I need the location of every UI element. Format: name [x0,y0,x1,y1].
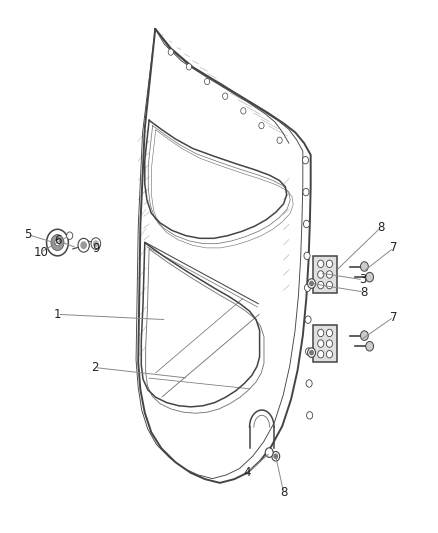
Circle shape [307,411,313,419]
Text: 4: 4 [244,466,251,479]
Text: 6: 6 [55,235,62,247]
Circle shape [318,351,324,358]
Circle shape [326,281,332,289]
Circle shape [366,342,374,351]
Circle shape [326,351,332,358]
Circle shape [186,63,191,70]
Circle shape [78,238,89,252]
Circle shape [277,137,282,143]
Circle shape [326,329,332,337]
Text: 3: 3 [360,273,367,286]
Circle shape [366,272,374,282]
Text: 10: 10 [33,246,48,259]
Circle shape [302,157,308,164]
Text: 8: 8 [360,286,367,298]
Circle shape [259,123,264,129]
Text: 8: 8 [377,221,384,234]
Circle shape [205,78,210,85]
Text: 7: 7 [390,311,397,324]
Text: 5: 5 [24,228,32,241]
Circle shape [318,271,324,278]
Circle shape [305,316,311,324]
Circle shape [326,340,332,348]
Text: 9: 9 [92,242,99,255]
Circle shape [67,232,73,239]
Text: 2: 2 [91,361,98,374]
FancyBboxPatch shape [313,256,337,293]
Circle shape [51,235,64,251]
Circle shape [272,451,280,461]
Circle shape [318,329,324,337]
Circle shape [55,239,60,246]
Circle shape [307,279,315,288]
Circle shape [265,448,273,457]
Circle shape [318,260,324,268]
Circle shape [318,281,324,289]
Circle shape [304,284,311,292]
Text: 8: 8 [280,486,287,499]
Circle shape [91,238,101,249]
Circle shape [307,348,315,358]
Circle shape [326,260,332,268]
Circle shape [303,188,309,196]
Circle shape [46,229,68,256]
Circle shape [94,241,98,246]
Circle shape [360,331,368,341]
Circle shape [241,108,246,114]
Text: 1: 1 [54,308,61,321]
Circle shape [304,252,310,260]
Circle shape [304,220,310,228]
Circle shape [360,262,368,271]
Circle shape [306,348,312,356]
Circle shape [168,49,173,55]
Circle shape [274,454,278,458]
Text: 7: 7 [390,241,397,254]
Circle shape [318,340,324,348]
Circle shape [310,281,313,286]
Circle shape [81,242,86,248]
Circle shape [326,271,332,278]
FancyBboxPatch shape [313,325,337,362]
Circle shape [310,351,313,355]
Circle shape [223,93,228,99]
Circle shape [306,379,312,387]
